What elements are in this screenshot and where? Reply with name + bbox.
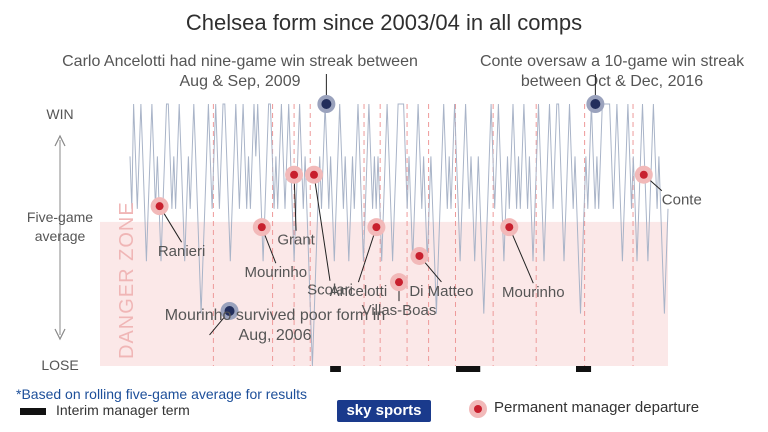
departure-marker: [257, 223, 266, 232]
departure-pointer: [313, 174, 331, 281]
departure-legend-label: Permanent manager departure: [494, 399, 700, 416]
departure-marker: [290, 170, 299, 179]
departure-label: Grant: [277, 232, 315, 249]
chart-title: Chelsea form since 2003/04 in all comps: [185, 10, 583, 35]
y-label-lose: LOSE: [41, 357, 79, 373]
annotation-conte: Conte oversaw a 10-game win streak betwe…: [479, 53, 745, 90]
interim-term-bar: [456, 366, 481, 372]
interim-term-bar: [330, 366, 341, 372]
departure-marker: [505, 223, 514, 232]
departure-pointer: [293, 174, 297, 231]
annotation-mourinho-2006: Mourinho survived poor form in Aug, 2006: [164, 307, 386, 344]
departure-marker: [372, 223, 381, 232]
y-label-win: WIN: [46, 106, 74, 122]
departure-label: Di Matteo: [409, 283, 473, 300]
interim-terms: [330, 366, 592, 372]
highlight-marker: [321, 99, 332, 109]
interim-legend-swatch: [20, 408, 46, 415]
departure-marker: [155, 202, 164, 211]
departure-marker: [415, 251, 424, 260]
departure-legend-icon: [469, 400, 487, 418]
departure-label: Ancelotti: [330, 283, 388, 300]
footnote: *Based on rolling five-game average for …: [16, 386, 308, 402]
annotation-ancelotti: Carlo Ancelotti had nine-game win streak…: [62, 53, 418, 90]
y-label-five-game-average: Five-game average: [26, 209, 94, 244]
danger-zone-label: DANGER ZONE: [116, 201, 138, 359]
departure-label: Scolari: [307, 282, 353, 299]
danger-zone-band: [100, 221, 668, 366]
interim-term-bar: [576, 366, 592, 372]
highlight-marker: [590, 99, 601, 109]
form-series-line: [129, 103, 669, 367]
departure-marker: [639, 170, 648, 179]
departure-label: Conte: [662, 192, 702, 209]
interim-legend-label: Interim manager term: [56, 402, 190, 418]
departure-label: Ranieri: [158, 243, 206, 260]
departure-markers: [150, 165, 653, 292]
departure-pointer: [508, 226, 534, 284]
arrow-up-icon: [54, 134, 66, 147]
departure-marker: [395, 278, 403, 287]
departure-label: Mourinho: [502, 284, 565, 301]
y-axis-arrows: [54, 134, 66, 341]
departure-label: Villas-Boas: [362, 302, 437, 319]
highlight-markers: [220, 95, 605, 320]
highlight-marker: [224, 305, 235, 316]
arrow-down-icon: [54, 328, 66, 341]
sky-sports-logo: sky sports: [337, 400, 431, 422]
departure-pointer: [357, 226, 377, 283]
departure-marker: [309, 170, 318, 179]
departure-label: Mourinho: [245, 264, 308, 281]
